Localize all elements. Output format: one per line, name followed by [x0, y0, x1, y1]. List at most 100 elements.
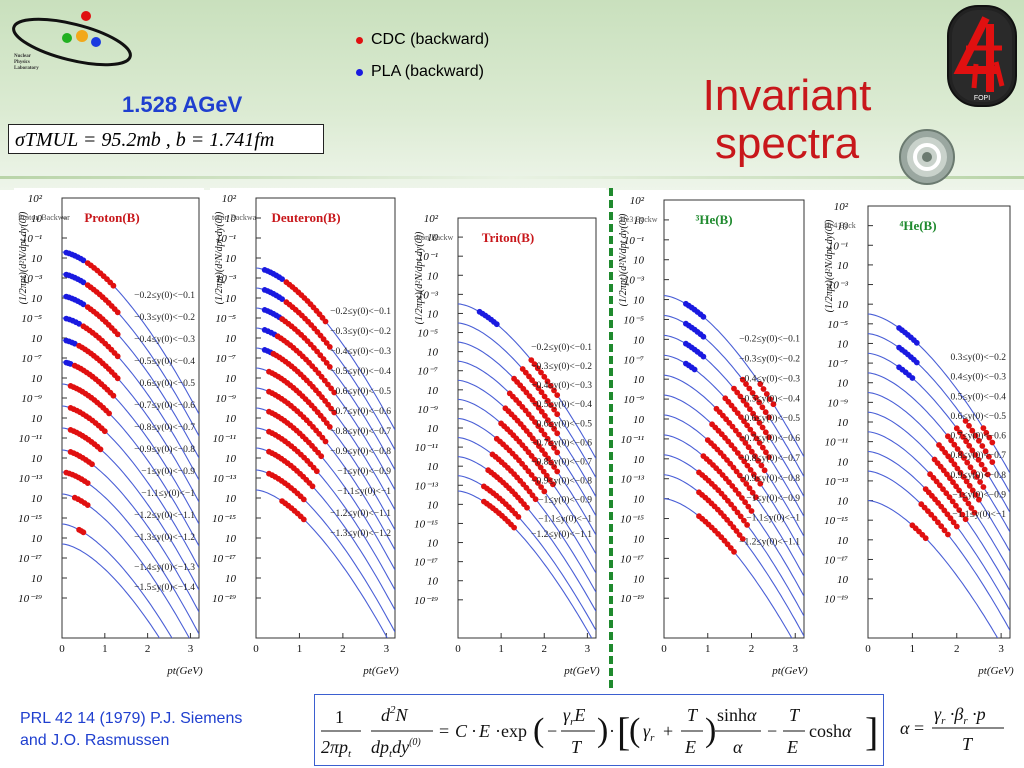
cdc-point — [312, 446, 318, 453]
fit-curves — [256, 267, 395, 638]
cdc-point — [946, 475, 953, 482]
cdc-point — [725, 497, 731, 504]
cdc-point — [538, 408, 545, 415]
series-label: −1≤y(0)<−0.9 — [746, 493, 800, 504]
cdc-point — [326, 364, 333, 370]
cdc-point — [956, 487, 963, 494]
cdc-point — [728, 402, 735, 409]
series-label: −0.3≤y(0)<−0.2 — [330, 326, 391, 337]
cdc-point — [84, 480, 91, 487]
cdc-point — [526, 393, 533, 400]
cdc-point — [531, 476, 538, 482]
cdc-point — [752, 453, 758, 460]
chart-panel-3: 10²1010⁻¹1010⁻³1010⁻⁵1010⁻⁷1010⁻⁹1010⁻¹¹… — [410, 188, 606, 688]
cdc-point — [746, 385, 753, 392]
y-tick-label: 10 — [31, 253, 43, 265]
cdc-point — [719, 472, 726, 478]
cdc-point — [321, 377, 328, 384]
cdc-point — [741, 418, 747, 425]
cdc-point — [319, 314, 326, 321]
cdc-point — [982, 448, 989, 455]
x-tick-label: 3 — [793, 643, 799, 655]
fit-curve-10 — [458, 475, 596, 631]
cdc-point — [934, 460, 941, 467]
y-tick-label: 10 — [427, 538, 439, 550]
cdc-point — [541, 373, 548, 380]
cdc-point — [957, 429, 963, 436]
cdc-point — [323, 340, 330, 346]
cdc-point — [960, 474, 967, 480]
fopi-logo-text: FOPI — [974, 95, 990, 102]
svg-text:·: · — [609, 721, 615, 741]
cdc-point — [311, 345, 317, 351]
x-axis-label: pt(GeV) — [977, 665, 1014, 677]
cdc-point — [728, 501, 734, 508]
cdc-point — [316, 390, 322, 397]
cdc-point — [516, 457, 522, 464]
cdc-point — [727, 520, 734, 527]
cdc-point — [953, 502, 959, 509]
series-label: −0.9≤y(0)<−0.8 — [531, 476, 592, 487]
series-label: −0.5≤y(0)<−0.4 — [739, 393, 800, 404]
y-tick-label: 10⁻⁷ — [623, 354, 644, 366]
cdc-point — [517, 421, 524, 427]
x-tick-label: 3 — [188, 643, 194, 655]
pla-point — [279, 276, 285, 282]
y-tick-label: 10 — [633, 494, 645, 506]
cdc-point — [315, 449, 321, 456]
reference-line-2: and J.O. Rasmussen — [20, 732, 170, 749]
y-axis-label: (1/2πpt)(d²N/dpt dy(0)) — [414, 231, 425, 324]
cdc-point — [551, 406, 558, 413]
cdc-point — [944, 471, 950, 478]
cdc-point — [754, 476, 760, 482]
y-tick-label: 10 — [31, 413, 43, 425]
cdc-point — [736, 472, 743, 479]
y-tick-label: 10 — [31, 213, 43, 225]
cdc-point — [973, 492, 979, 498]
cdc-point — [308, 322, 315, 328]
cdc-point — [97, 446, 104, 453]
chart-title: Proton(B) — [84, 210, 139, 225]
y-tick-label: 10⁻⁵ — [417, 328, 438, 340]
page-title: Invariant spectra — [662, 72, 912, 168]
y-tick-label: 10⁻⁹ — [417, 404, 438, 416]
x-tick-label: 2 — [145, 643, 151, 655]
y-axis-label: (1/2πpt)(d²N/dpt dy(0)) — [618, 213, 629, 306]
y-tick-label: 10 — [837, 299, 849, 311]
cdc-point — [515, 514, 522, 520]
y-tick-label: 10⁻¹⁹ — [414, 595, 438, 607]
series-label: −0.7≤y(0)<−0.6 — [739, 433, 800, 444]
cdc-point — [532, 419, 538, 426]
y-tick-label: 10 — [427, 576, 439, 588]
cdc-point — [714, 446, 721, 453]
cdc-point — [941, 507, 948, 514]
cdc-point — [931, 515, 938, 522]
svg-text:−: − — [767, 721, 777, 741]
series-label: −1.2≤y(0)<−1.1 — [739, 537, 800, 548]
fit-curves — [868, 313, 1010, 638]
cdc-point — [522, 464, 529, 471]
cdc-point — [311, 405, 318, 412]
svg-text:): ) — [597, 712, 608, 749]
y-tick-label: 10 — [225, 493, 237, 505]
lab-text-1: Nuclear — [14, 54, 31, 59]
cdc-point — [946, 494, 953, 501]
cdc-point — [735, 491, 742, 497]
cdc-point — [532, 381, 539, 388]
cdc-point — [538, 427, 545, 434]
cdc-point — [939, 445, 945, 452]
y-tick-label: 10 — [31, 373, 43, 385]
cdc-point — [745, 503, 752, 510]
cdc-point — [543, 472, 550, 479]
cdc-point — [529, 377, 535, 384]
cdc-point — [747, 426, 754, 433]
chart-bg — [210, 188, 410, 688]
cdc-point — [535, 480, 541, 486]
cdc-point — [722, 475, 729, 482]
cdc-point — [319, 394, 325, 401]
svg-text:γr ·βr ·p: γr ·βr ·p — [934, 704, 986, 727]
x-tick-label: 1 — [102, 643, 108, 655]
series-label: −0.9≤y(0)<−0.8 — [330, 446, 391, 457]
cdc-point — [106, 410, 112, 417]
cdc-point — [977, 479, 984, 485]
